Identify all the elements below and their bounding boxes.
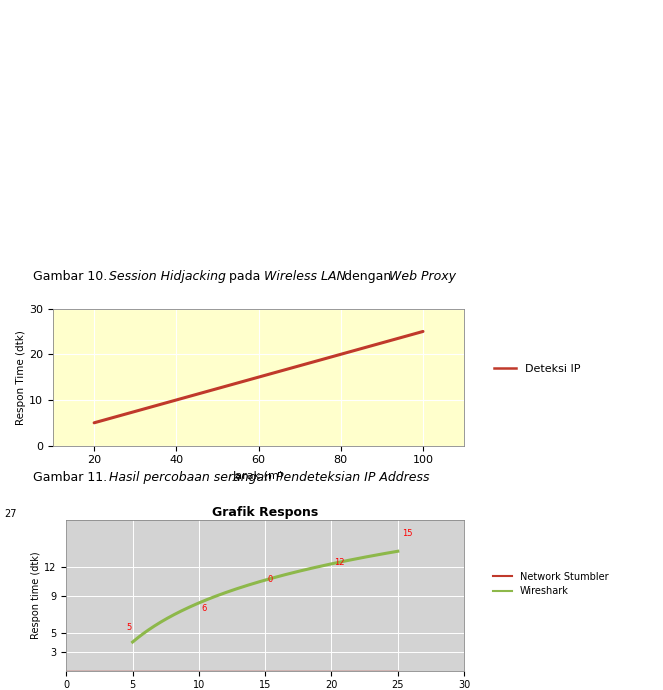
Text: Web Proxy: Web Proxy: [389, 270, 455, 283]
Text: pada: pada: [225, 270, 269, 283]
Text: Gambar 11.: Gambar 11.: [33, 471, 111, 484]
Legend: Network Stumbler, Wireshark: Network Stumbler, Wireshark: [489, 568, 613, 600]
Text: dengan: dengan: [340, 270, 395, 283]
Text: Wireless LAN: Wireless LAN: [264, 270, 345, 283]
Text: Session Hidjacking: Session Hidjacking: [109, 270, 226, 283]
Text: Hasil percobaan serangan Pendeteksian IP Address: Hasil percobaan serangan Pendeteksian IP…: [109, 471, 430, 484]
Legend: Deteksi IP: Deteksi IP: [489, 359, 585, 378]
Text: Gambar 10.: Gambar 10.: [33, 270, 111, 283]
